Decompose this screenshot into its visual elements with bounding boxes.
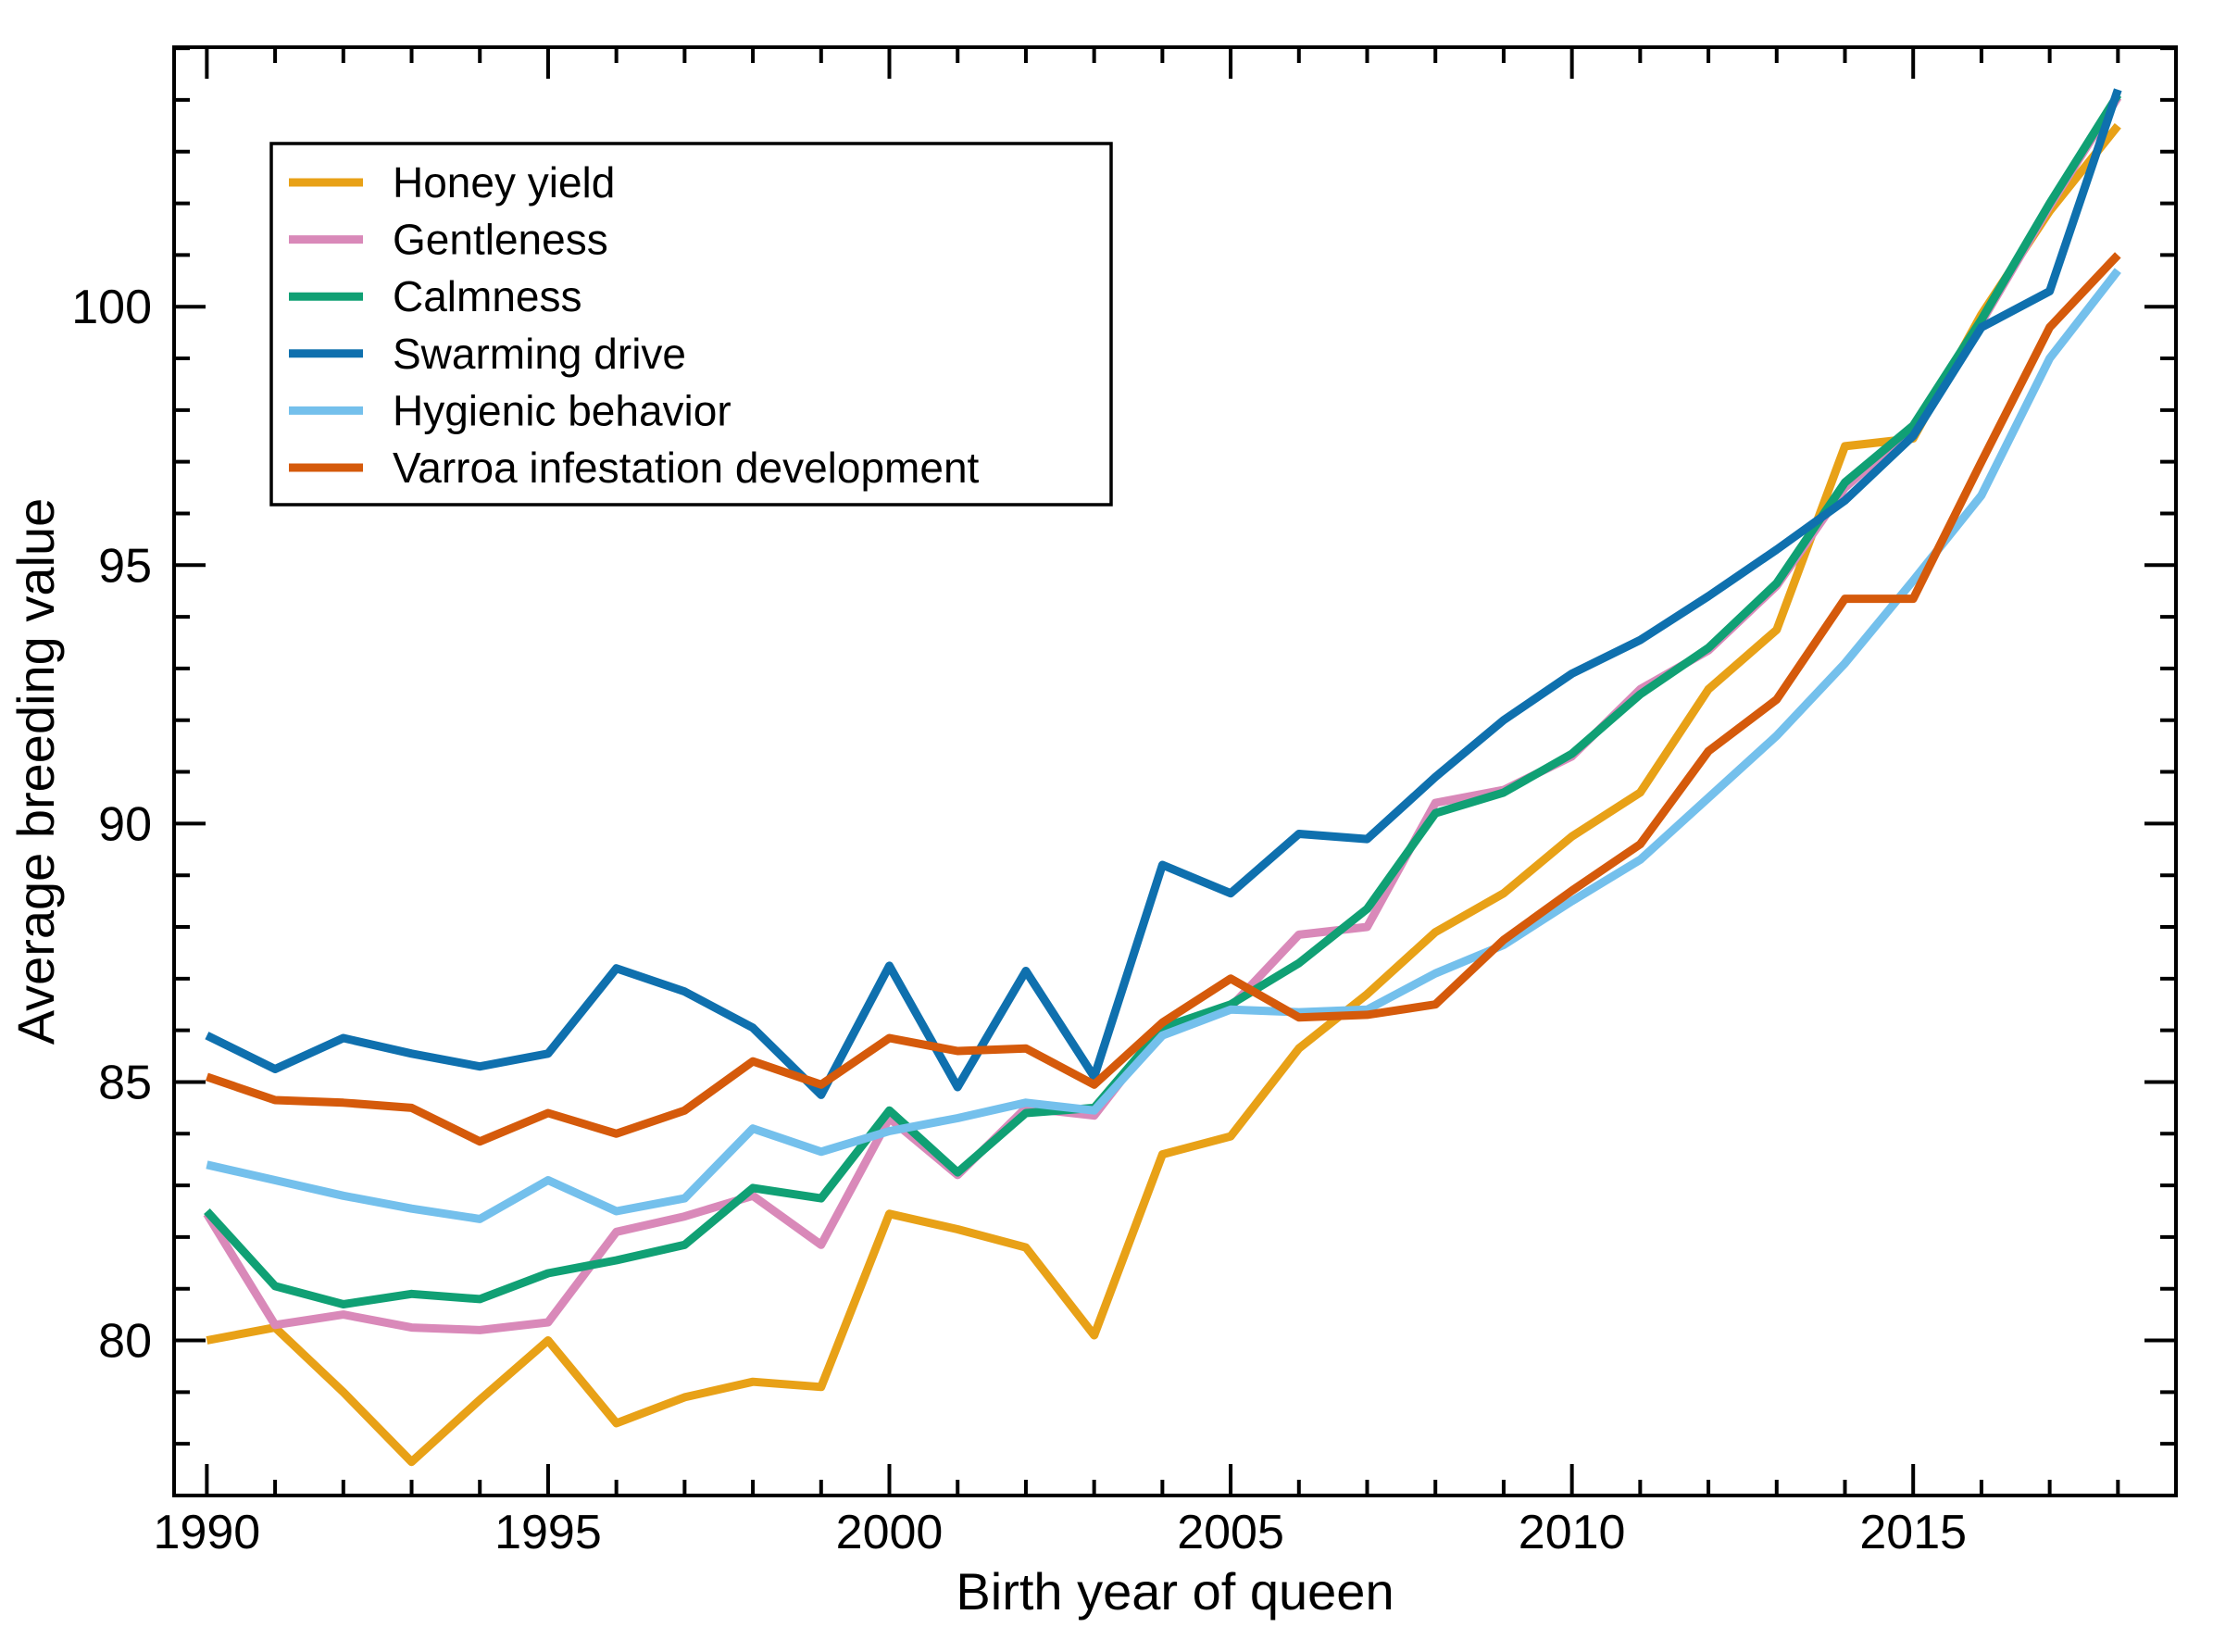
series-line-hygienic-behavior	[206, 268, 2121, 1223]
series-line-varroa-infestation-development	[205, 252, 2121, 1146]
x-tick-label: 2015	[1859, 1506, 1967, 1559]
legend-label: Honey yield	[393, 158, 615, 206]
legend-label: Swarming drive	[393, 330, 686, 378]
y-tick-label: 95	[98, 539, 152, 593]
series-line-honey-yield	[206, 122, 2121, 1467]
x-tick-label: 2010	[1519, 1506, 1626, 1559]
x-tick-label: 2000	[836, 1506, 944, 1559]
series-line-swarming-drive	[205, 88, 2122, 1099]
legend-box	[269, 142, 1113, 507]
legend-label: Hygienic behavior	[393, 386, 731, 434]
y-tick-label: 100	[71, 281, 152, 334]
legend-label: Gentleness	[393, 216, 608, 264]
y-tick-label: 90	[98, 797, 152, 851]
x-tick-label: 1990	[154, 1506, 261, 1559]
x-tick-label: 2005	[1177, 1506, 1284, 1559]
y-tick-label: 80	[98, 1315, 152, 1369]
x-tick-label: 1995	[494, 1506, 602, 1559]
x-axis-title: Birth year of queen	[956, 1562, 1394, 1621]
y-tick-label: 85	[98, 1056, 152, 1109]
y-axis-title: Average breeding value	[6, 498, 65, 1045]
legend-label: Varroa infestation development	[393, 444, 980, 492]
legend-label: Calmness	[393, 272, 582, 320]
